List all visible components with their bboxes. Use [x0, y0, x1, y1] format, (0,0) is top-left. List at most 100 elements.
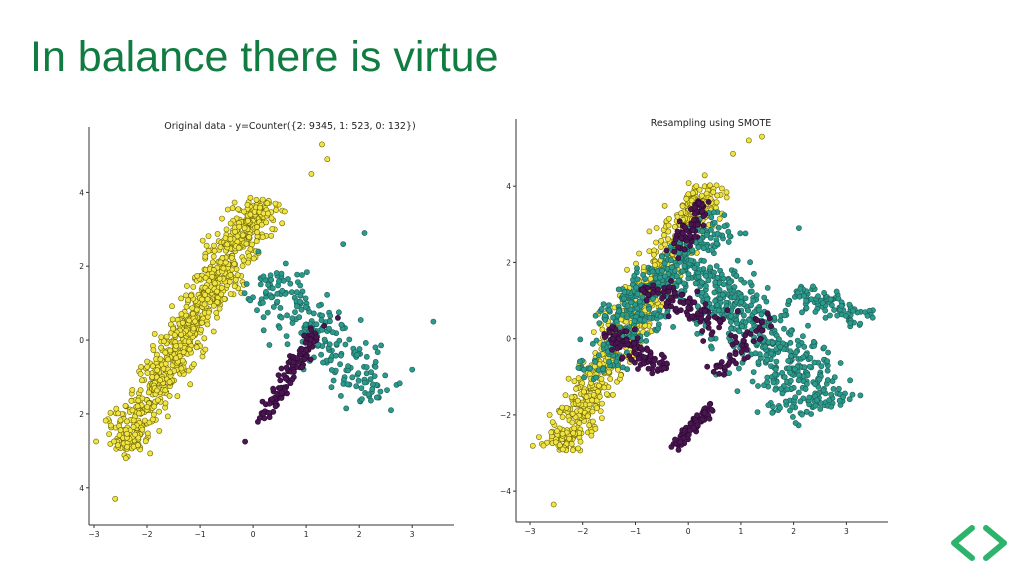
data-point-class-2 — [174, 393, 181, 400]
data-point-class-1 — [642, 275, 649, 282]
data-point-class-2 — [165, 356, 171, 363]
data-point-class-1 — [813, 397, 820, 404]
data-point-class-1 — [707, 234, 714, 241]
data-point-class-2 — [217, 244, 224, 251]
data-point-class-0 — [645, 365, 652, 372]
data-point-class-2 — [714, 192, 721, 199]
data-point-class-1 — [321, 336, 328, 343]
data-point-class-1 — [655, 325, 662, 332]
data-point-class-2 — [192, 318, 198, 325]
data-point-class-1 — [613, 358, 620, 365]
data-point-class-1 — [692, 280, 699, 287]
data-point-class-2 — [155, 397, 161, 403]
x-tick-label: −3 — [88, 530, 99, 539]
data-point-class-2 — [577, 438, 584, 445]
data-point-class-1 — [332, 352, 339, 359]
data-point-class-0 — [726, 352, 733, 358]
data-point-class-1 — [363, 364, 370, 371]
data-point-class-1 — [646, 305, 652, 312]
data-point-class-1 — [275, 278, 282, 285]
data-point-class-1 — [369, 381, 376, 388]
data-point-class-0 — [290, 359, 297, 366]
data-point-class-1 — [324, 291, 330, 298]
data-point-class-2 — [149, 416, 156, 423]
data-point-class-2 — [257, 204, 263, 211]
data-point-class-1 — [810, 338, 817, 345]
data-point-class-1 — [318, 317, 325, 324]
data-point-class-0 — [740, 337, 747, 344]
data-point-class-1 — [338, 352, 344, 359]
data-point-class-2 — [583, 393, 590, 400]
data-point-class-1 — [782, 398, 789, 405]
data-point-class-1 — [801, 343, 808, 350]
data-point-class-2 — [234, 233, 241, 240]
points-original — [93, 141, 437, 502]
data-point-class-1 — [259, 299, 266, 306]
data-point-class-1 — [822, 307, 829, 314]
data-point-class-1 — [268, 294, 275, 301]
data-point-class-2 — [657, 244, 664, 250]
data-point-class-2 — [665, 228, 672, 235]
data-point-class-1 — [812, 308, 819, 315]
data-point-class-1 — [297, 282, 304, 289]
data-point-class-1 — [708, 345, 715, 352]
data-point-class-1 — [818, 363, 825, 370]
data-point-class-1 — [792, 420, 799, 426]
data-point-class-1 — [337, 361, 343, 368]
x-tick-label: 2 — [357, 530, 362, 539]
data-point-class-1 — [358, 385, 365, 391]
data-point-class-1 — [333, 340, 340, 347]
x-tick-label: 1 — [739, 527, 744, 536]
data-point-class-2 — [129, 407, 136, 414]
data-point-class-1 — [329, 329, 336, 336]
data-point-class-2 — [171, 332, 178, 338]
data-point-class-2 — [201, 301, 208, 308]
data-point-class-1 — [641, 317, 648, 324]
data-point-class-0 — [687, 420, 694, 427]
data-point-class-2 — [216, 275, 223, 282]
data-point-class-1 — [803, 381, 810, 387]
data-point-class-1 — [812, 402, 819, 409]
data-point-class-2 — [575, 375, 582, 382]
data-point-class-1 — [738, 293, 745, 300]
data-point-class-2 — [179, 319, 186, 326]
data-point-class-0 — [616, 335, 622, 342]
data-point-class-0 — [635, 355, 642, 362]
data-point-class-1 — [274, 290, 281, 297]
data-point-class-2 — [263, 219, 269, 226]
data-point-class-1 — [711, 289, 718, 296]
data-point-class-1 — [362, 339, 369, 346]
data-point-class-0 — [759, 318, 766, 325]
data-point-class-1 — [701, 258, 707, 264]
data-point-class-1 — [382, 372, 389, 379]
data-point-class-2 — [209, 259, 216, 266]
data-point-class-2 — [596, 393, 603, 400]
data-point-class-1 — [755, 383, 761, 389]
data-point-class-1 — [834, 312, 841, 319]
axes-smote: −3 −2 −1 0 1 2 3 4 2 0 −2 −4 — [500, 119, 888, 536]
data-point-class-1 — [606, 302, 612, 308]
data-point-class-2 — [214, 230, 221, 237]
data-point-class-2 — [231, 283, 238, 290]
data-point-class-1 — [326, 341, 333, 348]
data-point-class-0 — [303, 347, 310, 353]
x-tick-label: −1 — [195, 530, 206, 539]
data-point-class-2 — [636, 250, 642, 257]
data-point-class-1 — [747, 279, 754, 286]
data-point-class-1 — [695, 244, 702, 251]
data-point-class-1 — [368, 369, 374, 376]
data-point-class-1 — [806, 363, 813, 370]
data-point-class-2 — [586, 371, 593, 377]
data-point-class-2 — [570, 430, 577, 436]
data-point-class-0 — [739, 342, 745, 349]
y-tick-label: 4 — [79, 188, 84, 197]
data-point-class-2 — [186, 346, 193, 353]
data-point-class-2 — [222, 259, 229, 266]
data-point-class-0 — [701, 410, 708, 416]
data-point-class-2 — [112, 495, 119, 502]
data-point-class-2 — [671, 223, 678, 230]
data-point-class-1 — [634, 291, 641, 297]
data-point-class-2 — [185, 338, 192, 345]
data-point-class-0 — [656, 359, 663, 366]
data-point-class-2 — [144, 358, 150, 365]
